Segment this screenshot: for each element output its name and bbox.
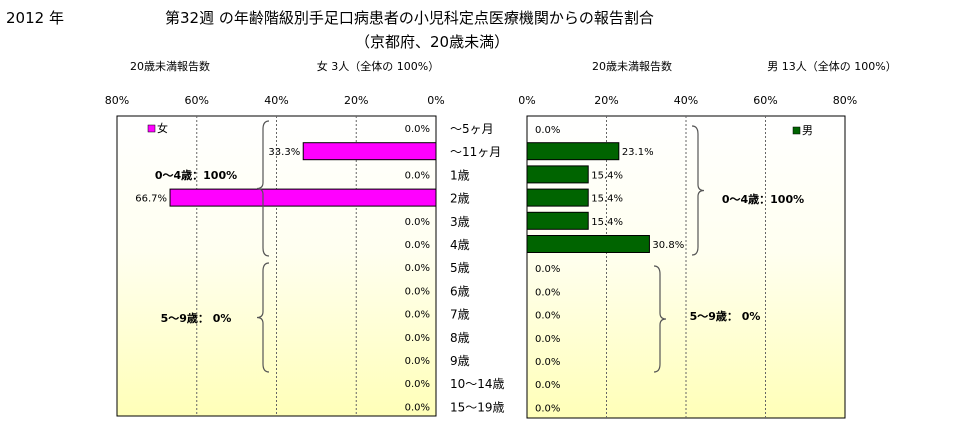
female-data-label: 0.0% [405,263,430,274]
male-tick-label: 40% [674,94,698,107]
male-bar [526,142,620,161]
male-legend-label: 男 [802,124,813,137]
male-data-label: 0.0% [535,311,560,322]
male-bar [526,188,589,207]
female-data-label: 33.3% [268,147,300,158]
female-data-label: 0.0% [405,124,430,135]
male-bar [526,235,650,253]
age-category-label: 1歳 [450,168,470,182]
age-category-label: 5歳 [450,261,470,275]
female-tick-label: 0% [427,94,444,107]
age-category-label: 15～19歳 [450,400,505,414]
female-chart: 20歳未満報告数 女 3人（全体の 100%） 80% 60% 40% 20% 0% 女 0.0… [105,59,445,417]
male-tick-label: 60% [753,94,777,107]
male-data-label: 15.4% [591,170,623,181]
female-legend-swatch [147,124,156,133]
age-category-label: 3歳 [450,215,470,229]
male-data-label: 0.0% [535,403,560,414]
female-group-label-5-9: 5～9歳： 0% [161,311,232,325]
age-category-label: 10～14歳 [450,377,505,391]
female-data-label: 0.0% [405,240,430,251]
age-category-labels: ～5ヶ月 ～11ヶ月 1歳 2歳 3歳 4歳 5歳 6歳 7歳 8歳 9歳 10～14歳 15～19歳 [450,122,505,414]
male-data-label: 15.4% [591,217,623,228]
male-chart: 20歳未満報告数 男 13人（全体の 100%） 0% 20% 40% 60% 80% 男 0.… [518,59,897,419]
male-data-label: 0.0% [535,334,560,345]
male-header-right: 男 13人（全体の 100%） [767,59,896,73]
male-data-label: 0.0% [535,287,560,298]
female-data-label: 66.7% [135,194,167,205]
male-data-label: 30.8% [652,240,684,251]
female-data-label: 0.0% [405,402,430,413]
age-category-label: 6歳 [450,284,470,298]
male-brace-0-4 [691,125,705,256]
female-bar [302,142,437,161]
male-bar [526,211,589,230]
male-data-label: 0.0% [535,264,560,275]
male-group-label-5-9: 5～9歳： 0% [690,309,761,323]
female-data-label: 0.0% [405,379,430,390]
age-category-label: 7歳 [450,308,470,322]
female-tick-label: 60% [185,94,209,107]
male-data-label: 0.0% [535,357,560,368]
female-data-label: 0.0% [405,310,430,321]
female-header-right: 女 3人（全体の 100%） [317,59,439,73]
male-brace-5-9 [653,265,667,373]
male-legend-swatch [792,126,801,135]
female-group-label-0-4: 0～4歳：100% [155,168,237,182]
male-group-label-0-4: 0～4歳：100% [722,192,804,206]
female-tick-label: 80% [105,94,129,107]
female-brace-5-9 [256,262,270,373]
age-category-label: 8歳 [450,331,470,345]
female-data-label: 0.0% [405,333,430,344]
female-legend-label: 女 [157,121,168,135]
age-category-label: 2歳 [450,192,470,206]
male-data-label: 0.0% [535,380,560,391]
age-category-label: ～11ヶ月 [450,145,501,159]
male-data-label: 23.1% [622,147,654,158]
male-tick-label: 20% [594,94,618,107]
chart-subtitle: （京都府、20歳未満） [355,33,510,51]
female-bar [169,188,437,207]
male-tick-label: 80% [833,94,857,107]
year-label: 2012 年 [6,9,64,27]
female-data-label: 0.0% [405,217,430,228]
chart-title: 第32週 の年齢階級別手足口病患者の小児科定点医療機関からの報告割合 [165,9,654,27]
female-data-label: 0.0% [405,170,430,181]
male-header-left: 20歳未満報告数 [592,60,672,73]
female-header-left: 20歳未満報告数 [130,60,210,73]
male-bar [526,165,589,184]
male-tick-label: 0% [518,94,535,107]
female-data-label: 0.0% [405,356,430,367]
male-data-label: 15.4% [591,194,623,205]
male-data-label: 0.0% [535,125,560,136]
age-category-label: 9歳 [450,354,470,368]
female-brace-0-4 [256,120,270,257]
female-data-label: 0.0% [405,286,430,297]
age-category-label: ～5ヶ月 [450,122,494,136]
female-tick-label: 20% [344,94,368,107]
age-category-label: 4歳 [450,238,470,252]
female-tick-label: 40% [264,94,288,107]
